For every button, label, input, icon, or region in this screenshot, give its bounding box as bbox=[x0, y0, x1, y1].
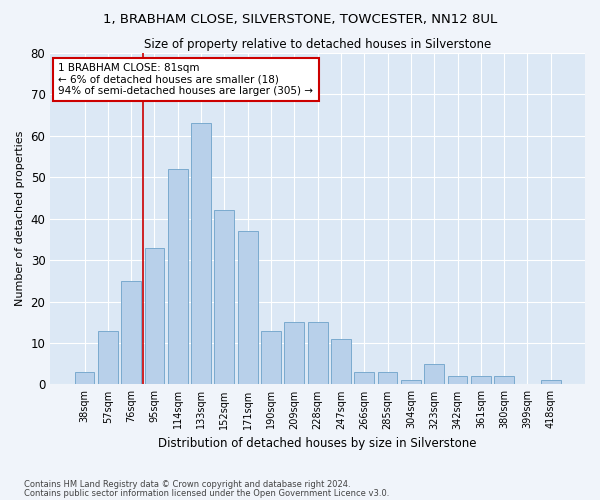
Bar bbox=[191, 124, 211, 384]
Bar bbox=[98, 330, 118, 384]
X-axis label: Distribution of detached houses by size in Silverstone: Distribution of detached houses by size … bbox=[158, 437, 477, 450]
Bar bbox=[401, 380, 421, 384]
Text: 1 BRABHAM CLOSE: 81sqm
← 6% of detached houses are smaller (18)
94% of semi-deta: 1 BRABHAM CLOSE: 81sqm ← 6% of detached … bbox=[58, 63, 313, 96]
Bar bbox=[424, 364, 444, 384]
Title: Size of property relative to detached houses in Silverstone: Size of property relative to detached ho… bbox=[144, 38, 491, 51]
Bar bbox=[74, 372, 94, 384]
Bar bbox=[377, 372, 397, 384]
Text: Contains HM Land Registry data © Crown copyright and database right 2024.: Contains HM Land Registry data © Crown c… bbox=[24, 480, 350, 489]
Bar bbox=[284, 322, 304, 384]
Bar bbox=[355, 372, 374, 384]
Bar bbox=[494, 376, 514, 384]
Bar bbox=[331, 339, 351, 384]
Bar bbox=[121, 281, 141, 384]
Bar bbox=[168, 169, 188, 384]
Text: Contains public sector information licensed under the Open Government Licence v3: Contains public sector information licen… bbox=[24, 489, 389, 498]
Y-axis label: Number of detached properties: Number of detached properties bbox=[15, 131, 25, 306]
Bar bbox=[471, 376, 491, 384]
Text: 1, BRABHAM CLOSE, SILVERSTONE, TOWCESTER, NN12 8UL: 1, BRABHAM CLOSE, SILVERSTONE, TOWCESTER… bbox=[103, 12, 497, 26]
Bar bbox=[448, 376, 467, 384]
Bar bbox=[214, 210, 234, 384]
Bar bbox=[541, 380, 560, 384]
Bar bbox=[261, 330, 281, 384]
Bar bbox=[145, 248, 164, 384]
Bar bbox=[308, 322, 328, 384]
Bar bbox=[238, 231, 257, 384]
